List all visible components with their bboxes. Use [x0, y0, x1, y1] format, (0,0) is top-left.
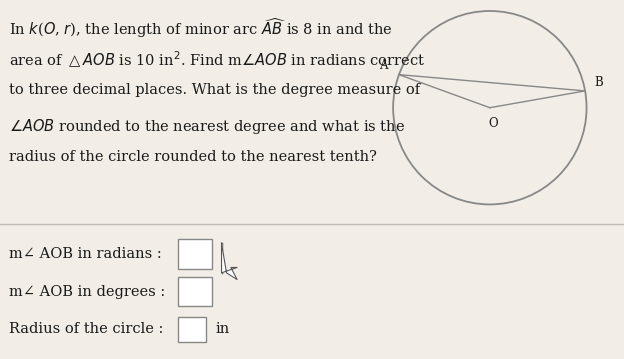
Text: area of $\triangle AOB$ is 10 in$^2$. Find m$\angle AOB$ in radians correct: area of $\triangle AOB$ is 10 in$^2$. Fi…: [9, 49, 426, 70]
Text: B: B: [595, 76, 603, 89]
FancyBboxPatch shape: [178, 277, 212, 307]
Text: to three decimal places. What is the degree measure of: to three decimal places. What is the deg…: [9, 83, 421, 97]
Text: in: in: [215, 322, 230, 336]
FancyBboxPatch shape: [178, 239, 212, 269]
Text: In $k$($O$, $r$), the length of minor arc $\widehat{AB}$ is 8 in and the: In $k$($O$, $r$), the length of minor ar…: [9, 16, 393, 39]
Polygon shape: [222, 243, 237, 280]
FancyBboxPatch shape: [178, 317, 206, 342]
Text: m∠ AOB in radians :: m∠ AOB in radians :: [9, 247, 162, 261]
Text: Radius of the circle :: Radius of the circle :: [9, 322, 163, 336]
Text: $\angle AOB$ rounded to the nearest degree and what is the: $\angle AOB$ rounded to the nearest degr…: [9, 117, 406, 136]
Text: O: O: [488, 117, 498, 130]
Text: radius of the circle rounded to the nearest tenth?: radius of the circle rounded to the near…: [9, 150, 378, 164]
Text: A: A: [379, 59, 388, 73]
Text: m∠ AOB in degrees :: m∠ AOB in degrees :: [9, 285, 165, 299]
